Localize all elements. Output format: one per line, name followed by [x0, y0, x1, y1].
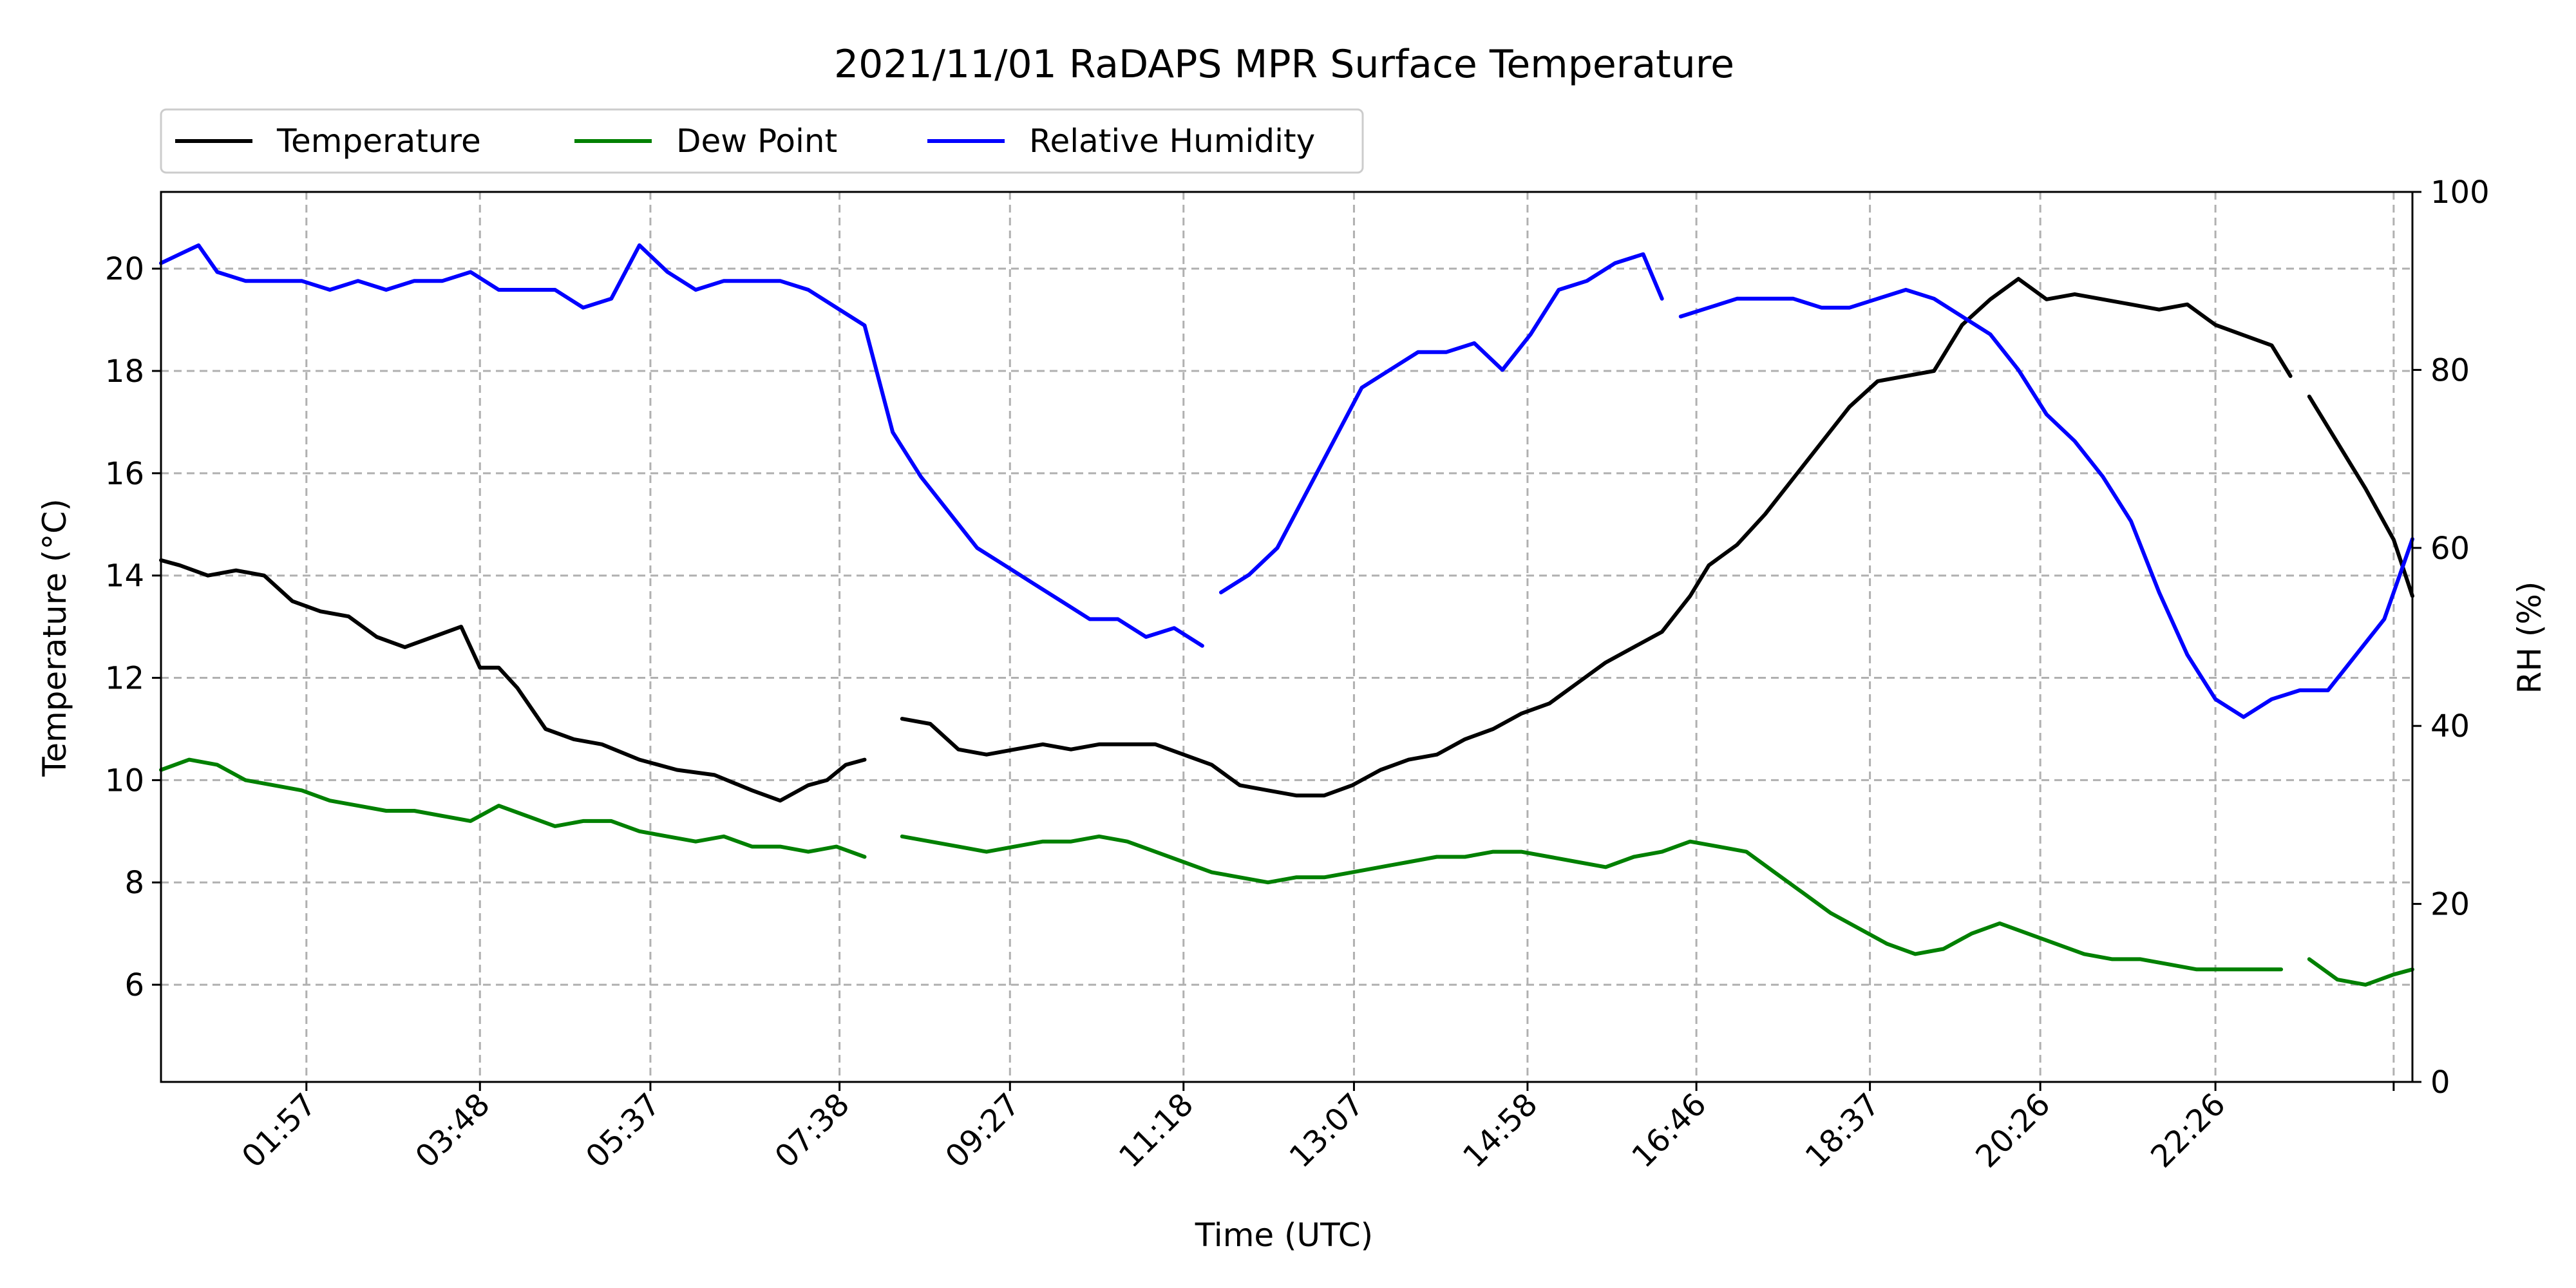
y-left-tick-label: 8: [124, 865, 144, 901]
series-line-relative-humidity: [1219, 252, 1664, 594]
x-axis-label: Time (UTC): [1195, 1217, 1373, 1254]
y-axis-left-ticks: 6 8 10 12 14 16 18 20: [105, 251, 161, 1003]
y-right-tick-label: 100: [2430, 175, 2490, 211]
legend-label-temperature: Temperature: [276, 122, 481, 160]
chart-title: 2021/11/01 RaDAPS MPR Surface Temperatur…: [834, 42, 1734, 87]
y-right-tick-label: 20: [2430, 887, 2470, 923]
y-axis-right-ticks: 0 20 40 60 80 100: [2412, 175, 2490, 1101]
y-right-tick-label: 60: [2430, 531, 2470, 567]
legend-label-dew-point: Dew Point: [676, 122, 837, 160]
grid-lines: [161, 192, 2412, 1082]
series-line-dew-point: [159, 757, 867, 859]
series-lines: [159, 243, 2414, 987]
y-left-tick-label: 14: [105, 558, 144, 594]
y-right-tick-label: 40: [2430, 708, 2470, 744]
legend-frame: [160, 108, 1364, 174]
y-left-tick-label: 20: [105, 251, 144, 287]
y-left-tick-label: 10: [105, 762, 144, 799]
series-line-temperature: [159, 558, 867, 803]
y-left-tick-label: 12: [105, 661, 144, 697]
y-left-tick-label: 6: [124, 967, 144, 1003]
series-line-dew-point: [900, 834, 2284, 972]
series-line-temperature: [2307, 394, 2414, 598]
series-line-relative-humidity: [159, 243, 1204, 648]
y-right-tick-label: 80: [2430, 352, 2470, 388]
series-line-dew-point: [2307, 957, 2414, 987]
series-line-relative-humidity: [1678, 288, 2414, 719]
series-line-temperature: [900, 277, 2293, 798]
y-right-tick-label: 0: [2430, 1065, 2450, 1101]
y-axis-right-label: RH (%): [2511, 582, 2548, 694]
plot-frame: [160, 191, 2414, 1083]
y-left-tick-label: 18: [105, 354, 144, 390]
y-axis-left-label: Temperature (°C): [36, 498, 73, 777]
legend-label-relative-humidity: Relative Humidity: [1029, 122, 1315, 160]
y-left-tick-label: 16: [105, 456, 144, 492]
legend: Temperature Dew Point Relative Humidity: [160, 108, 1364, 174]
